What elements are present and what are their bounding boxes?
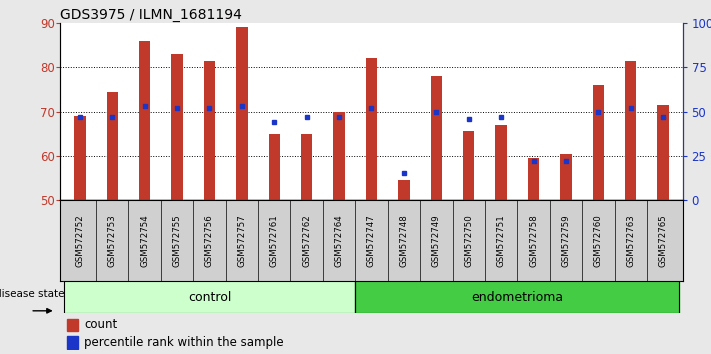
Bar (593, 85, 604, 200)
Bar (560, 154, 572, 200)
Bar (64, 281, 356, 313)
Bar (67, 319, 78, 331)
Text: GSM572748: GSM572748 (400, 214, 408, 267)
Text: GSM572755: GSM572755 (173, 214, 181, 267)
Text: GSM572749: GSM572749 (432, 215, 441, 267)
Text: GSM572747: GSM572747 (367, 214, 376, 267)
Text: endometrioma: endometrioma (471, 291, 563, 304)
Bar (301, 133, 312, 200)
Bar (625, 61, 636, 200)
Text: GSM572764: GSM572764 (335, 214, 343, 267)
Bar (463, 131, 474, 200)
Text: GSM572753: GSM572753 (108, 214, 117, 267)
Text: GSM572763: GSM572763 (626, 214, 635, 267)
Text: disease state: disease state (0, 289, 65, 299)
Bar (139, 41, 150, 200)
Bar (204, 61, 215, 200)
Text: GSM572757: GSM572757 (237, 214, 247, 267)
Bar (356, 281, 679, 313)
Text: percentile rank within the sample: percentile rank within the sample (84, 336, 284, 349)
Bar (496, 125, 507, 200)
Text: GSM572761: GSM572761 (269, 214, 279, 267)
Text: GSM572765: GSM572765 (658, 214, 668, 267)
Bar (431, 76, 442, 200)
Bar (74, 116, 85, 200)
Bar (171, 54, 183, 200)
Text: GSM572759: GSM572759 (562, 215, 570, 267)
Text: GSM572751: GSM572751 (496, 214, 506, 267)
Bar (528, 158, 539, 200)
Text: GSM572754: GSM572754 (140, 214, 149, 267)
Bar (269, 133, 280, 200)
Text: GSM572752: GSM572752 (75, 214, 85, 267)
Text: GSM572756: GSM572756 (205, 214, 214, 267)
Text: GSM572750: GSM572750 (464, 214, 474, 267)
Text: GSM572762: GSM572762 (302, 214, 311, 267)
Bar (658, 105, 669, 200)
Bar (107, 92, 118, 200)
Text: GSM572758: GSM572758 (529, 214, 538, 267)
Bar (366, 58, 377, 200)
Text: control: control (188, 291, 231, 304)
Text: count: count (84, 318, 117, 331)
Bar (67, 336, 78, 349)
Bar (236, 28, 247, 200)
Bar (398, 180, 410, 200)
Text: GDS3975 / ILMN_1681194: GDS3975 / ILMN_1681194 (60, 8, 242, 22)
Text: GSM572760: GSM572760 (594, 214, 603, 267)
Bar (333, 112, 345, 200)
